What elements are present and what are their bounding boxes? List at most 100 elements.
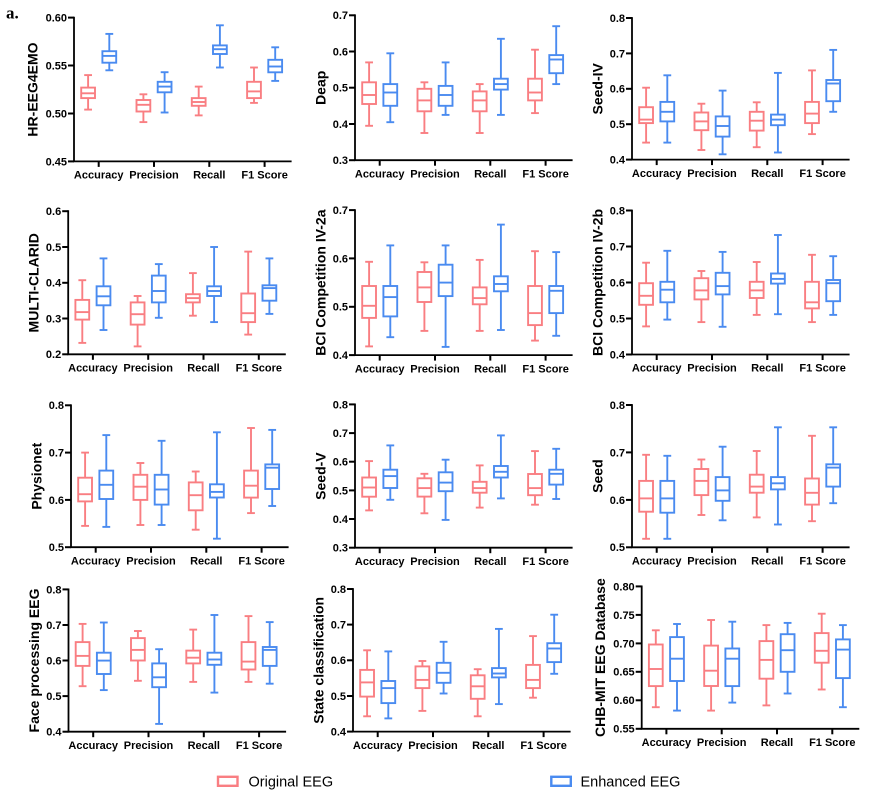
svg-text:F1 Score: F1 Score (799, 168, 845, 180)
svg-text:F1 Score: F1 Score (522, 556, 568, 568)
svg-text:F1 Score: F1 Score (809, 737, 855, 749)
svg-text:a.: a. (6, 4, 19, 23)
svg-text:Precision: Precision (687, 168, 737, 180)
svg-text:0.7: 0.7 (610, 48, 625, 60)
svg-text:0.4: 0.4 (331, 727, 347, 739)
svg-text:F1 Score: F1 Score (236, 740, 282, 752)
svg-text:0.60: 0.60 (46, 13, 67, 25)
svg-text:0.6: 0.6 (610, 495, 625, 507)
svg-text:Deap: Deap (313, 71, 329, 105)
svg-text:0.5: 0.5 (610, 542, 625, 554)
svg-text:Accuracy: Accuracy (632, 168, 682, 180)
svg-text:Seed: Seed (590, 459, 606, 492)
svg-text:Accuracy: Accuracy (68, 740, 118, 752)
svg-text:Recall: Recall (188, 740, 220, 752)
svg-text:BCI Competition IV-2b: BCI Competition IV-2b (590, 209, 606, 356)
svg-text:0.4: 0.4 (610, 349, 626, 361)
svg-text:F1 Score: F1 Score (236, 363, 282, 375)
svg-text:Accuracy: Accuracy (353, 740, 403, 752)
svg-text:Face processing EEG: Face processing EEG (26, 588, 42, 732)
svg-text:0.6: 0.6 (49, 495, 64, 507)
svg-text:HR-EEG4EMO: HR-EEG4EMO (25, 42, 41, 136)
svg-text:Accuracy: Accuracy (68, 363, 118, 375)
svg-text:0.6: 0.6 (333, 46, 348, 58)
svg-text:0.4: 0.4 (333, 514, 349, 526)
svg-text:Seed-IV: Seed-IV (590, 62, 606, 114)
svg-text:Accuracy: Accuracy (355, 363, 405, 375)
svg-text:Recall: Recall (474, 363, 506, 375)
svg-text:0.8: 0.8 (331, 584, 346, 596)
svg-text:0.4: 0.4 (46, 727, 62, 739)
svg-text:0.4: 0.4 (333, 350, 349, 362)
svg-text:0.5: 0.5 (46, 242, 61, 254)
svg-text:0.5: 0.5 (46, 691, 61, 703)
svg-text:0.4: 0.4 (610, 155, 626, 167)
svg-text:0.60: 0.60 (613, 695, 634, 707)
svg-text:Precision: Precision (123, 363, 173, 375)
svg-text:0.8: 0.8 (610, 13, 625, 25)
svg-text:0.6: 0.6 (46, 655, 61, 667)
svg-text:0.6: 0.6 (333, 253, 348, 265)
svg-text:0.8: 0.8 (610, 400, 625, 412)
svg-text:0.8: 0.8 (46, 584, 61, 596)
svg-text:0.8: 0.8 (610, 205, 625, 217)
svg-text:F1 Score: F1 Score (522, 363, 568, 375)
svg-text:Recall: Recall (190, 555, 222, 567)
svg-text:Accuracy: Accuracy (355, 556, 405, 568)
svg-text:Precision: Precision (126, 555, 176, 567)
svg-text:0.2: 0.2 (46, 349, 61, 361)
svg-text:Precision: Precision (408, 740, 458, 752)
svg-text:0.65: 0.65 (613, 667, 634, 679)
svg-text:0.3: 0.3 (333, 543, 348, 555)
svg-text:Accuracy: Accuracy (355, 168, 405, 180)
svg-text:0.5: 0.5 (610, 313, 625, 325)
svg-text:Recall: Recall (751, 556, 783, 568)
svg-text:0.4: 0.4 (333, 119, 349, 131)
svg-text:MULTI-CLARID: MULTI-CLARID (26, 233, 42, 332)
svg-text:0.7: 0.7 (333, 428, 348, 440)
svg-text:Precision: Precision (410, 168, 460, 180)
svg-text:BCI Competition IV-2a: BCI Competition IV-2a (313, 209, 329, 355)
svg-text:Precision: Precision (410, 556, 460, 568)
svg-text:Physionet: Physionet (29, 442, 45, 509)
svg-text:Precision: Precision (687, 363, 737, 375)
svg-text:0.4: 0.4 (46, 278, 62, 290)
svg-text:Accuracy: Accuracy (632, 556, 682, 568)
svg-text:Recall: Recall (474, 168, 506, 180)
svg-text:CHB-MIT EEG Database: CHB-MIT EEG Database (592, 578, 608, 737)
svg-text:F1 Score: F1 Score (799, 363, 845, 375)
svg-text:0.7: 0.7 (333, 205, 348, 217)
svg-text:0.7: 0.7 (49, 448, 64, 460)
svg-text:Accuracy: Accuracy (74, 170, 124, 182)
svg-text:0.45: 0.45 (46, 156, 67, 168)
svg-text:F1 Score: F1 Score (238, 555, 284, 567)
svg-text:Precision: Precision (410, 363, 460, 375)
svg-text:0.55: 0.55 (46, 60, 67, 72)
svg-text:Recall: Recall (761, 737, 793, 749)
svg-text:0.5: 0.5 (333, 83, 348, 95)
svg-text:0.5: 0.5 (331, 691, 346, 703)
svg-text:0.6: 0.6 (610, 277, 625, 289)
svg-text:0.55: 0.55 (613, 724, 634, 736)
svg-text:Precision: Precision (687, 556, 737, 568)
svg-text:0.5: 0.5 (333, 302, 348, 314)
svg-text:0.5: 0.5 (333, 485, 348, 497)
svg-text:0.7: 0.7 (331, 620, 346, 632)
svg-text:0.7: 0.7 (333, 10, 348, 22)
svg-text:Recall: Recall (474, 556, 506, 568)
svg-text:Recall: Recall (187, 363, 219, 375)
svg-text:0.6: 0.6 (46, 206, 61, 218)
svg-text:Enhanced EEG: Enhanced EEG (581, 775, 681, 791)
svg-text:0.7: 0.7 (610, 241, 625, 253)
svg-text:0.50: 0.50 (46, 108, 67, 120)
svg-text:0.3: 0.3 (46, 313, 61, 325)
svg-text:Original EEG: Original EEG (249, 775, 334, 791)
svg-text:0.8: 0.8 (333, 399, 348, 411)
svg-text:0.3: 0.3 (333, 155, 348, 167)
svg-text:Accuracy: Accuracy (71, 555, 121, 567)
svg-text:0.70: 0.70 (613, 638, 634, 650)
svg-text:F1 Score: F1 Score (522, 168, 568, 180)
svg-text:0.8: 0.8 (49, 400, 64, 412)
svg-text:0.75: 0.75 (613, 610, 634, 622)
svg-text:F1 Score: F1 Score (241, 170, 287, 182)
